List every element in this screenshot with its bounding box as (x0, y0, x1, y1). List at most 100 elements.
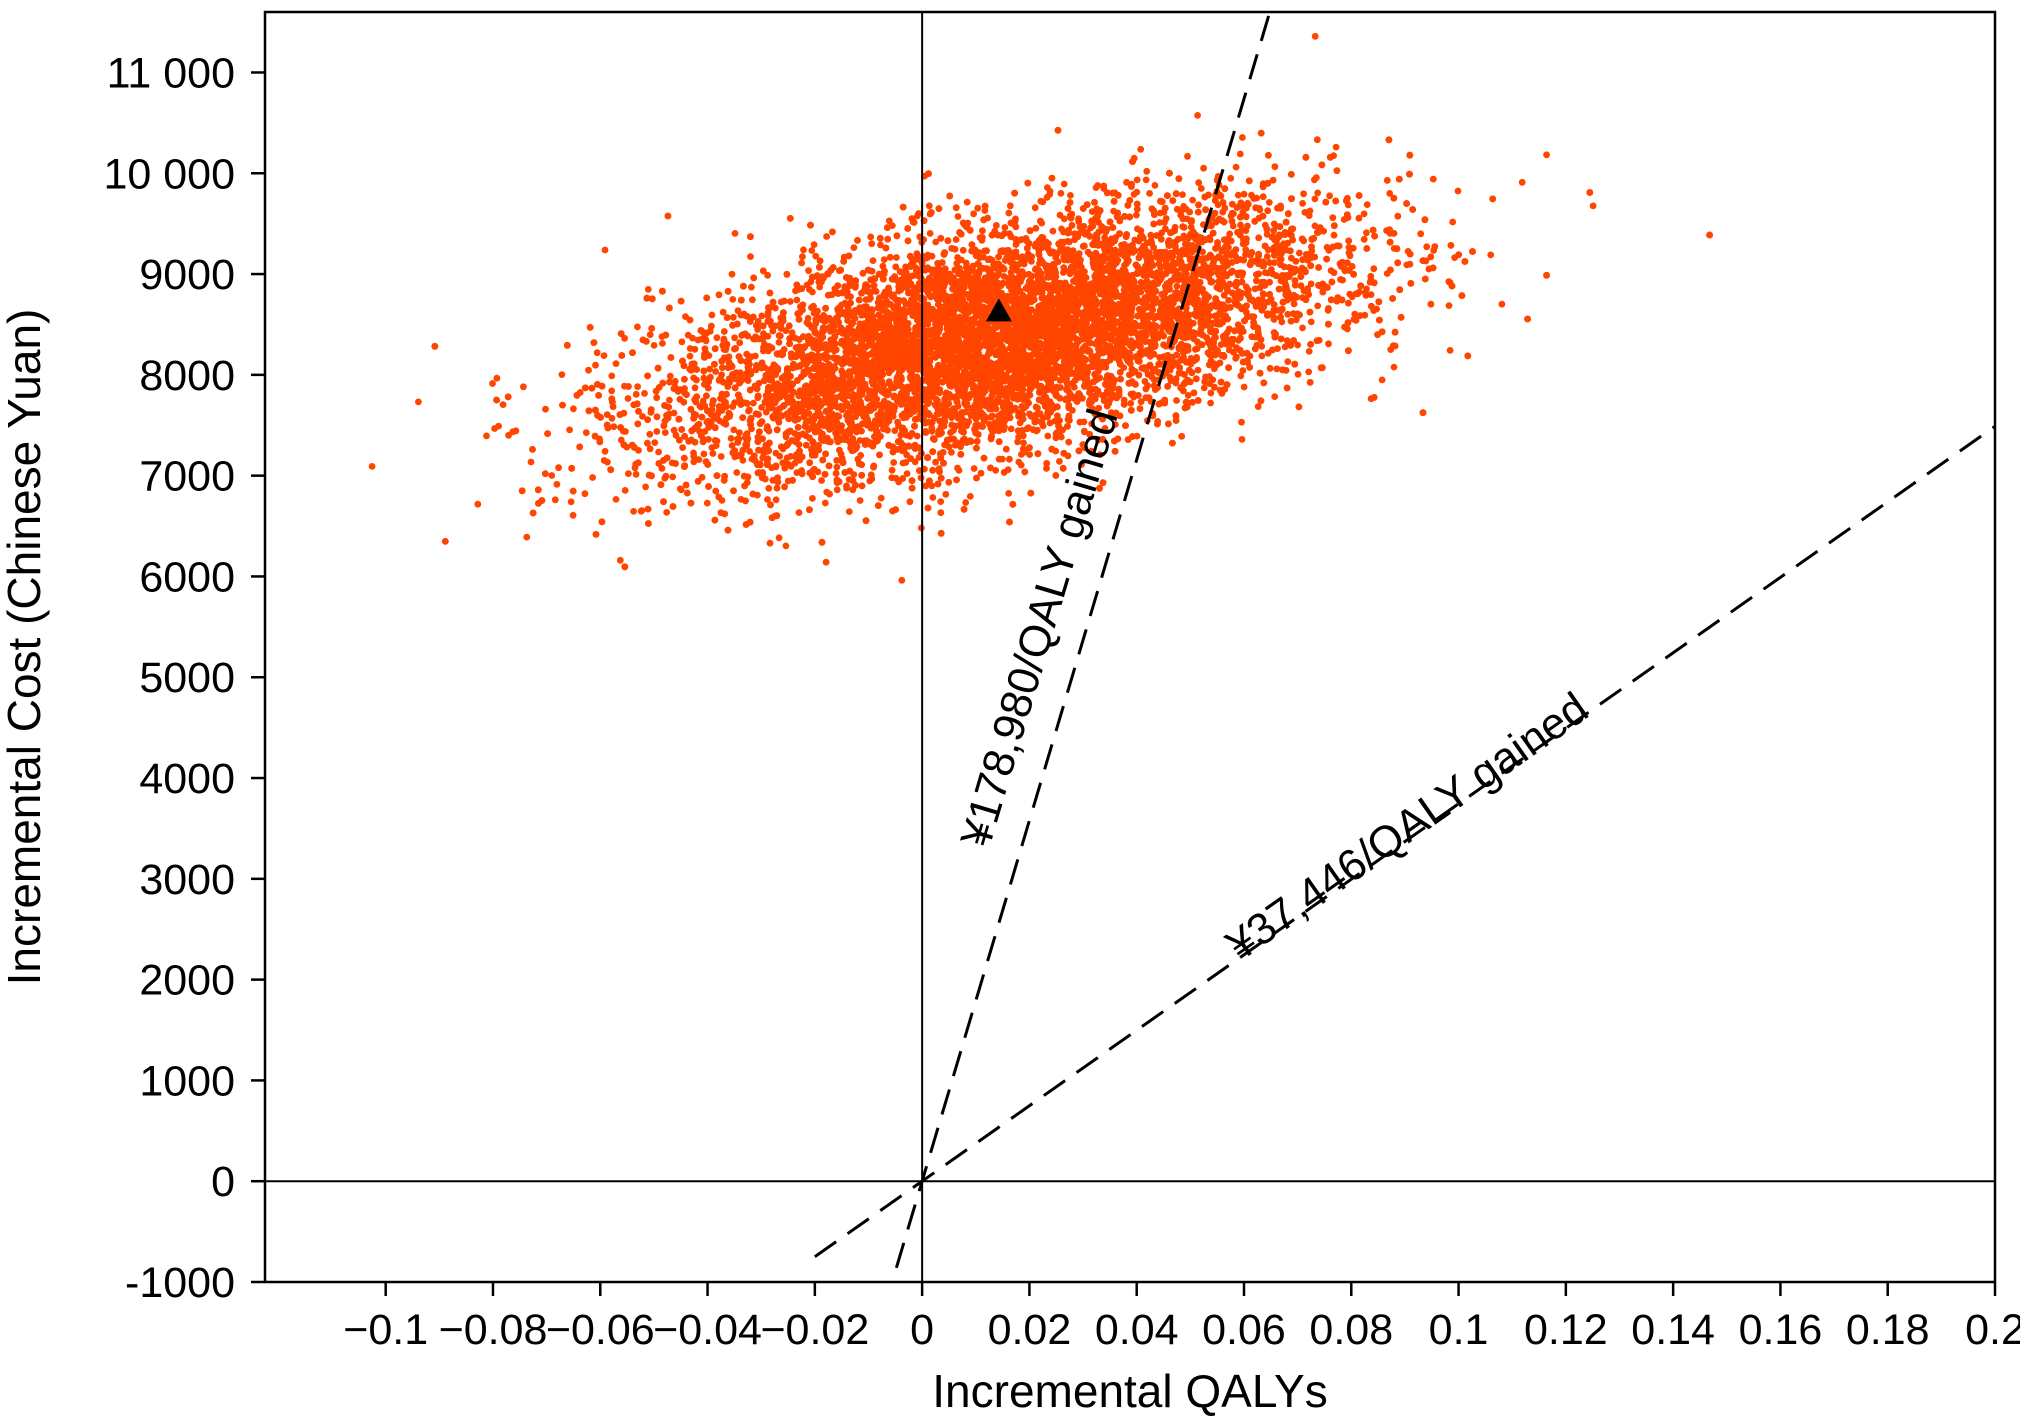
scatter-point (1390, 363, 1398, 371)
scatter-point (1518, 178, 1526, 186)
scatter-point (1142, 176, 1150, 184)
scatter-point (1351, 310, 1359, 318)
scatter-point (582, 429, 590, 436)
scatter-point (1151, 182, 1159, 189)
scatter-point (1217, 341, 1225, 348)
scatter-point (831, 285, 839, 293)
scatter-point (1006, 455, 1013, 463)
scatter-point (646, 331, 654, 338)
scatter-point (850, 244, 858, 252)
scatter-point (888, 466, 896, 474)
scatter-point (1184, 152, 1191, 160)
scatter-point (678, 338, 686, 346)
scatter-point (1043, 193, 1051, 201)
scatter-point (650, 342, 658, 349)
scatter-point (1240, 383, 1248, 391)
scatter-point (1006, 202, 1014, 210)
scatter-point (1067, 263, 1075, 271)
scatter-point (1194, 112, 1201, 119)
scatter-point (651, 439, 659, 446)
scatter-point (809, 495, 816, 502)
scatter-point (715, 291, 723, 299)
scatter-point (1137, 145, 1145, 153)
scatter-point (1270, 259, 1278, 266)
scatter-point (520, 383, 527, 391)
scatter-point (786, 298, 794, 305)
scatter-point (1446, 347, 1454, 354)
scatter-point (558, 371, 566, 378)
scatter-point (728, 270, 736, 278)
scatter-point (954, 213, 962, 220)
scatter-point (646, 430, 654, 438)
scatter-point (415, 398, 422, 406)
scatter-point (877, 241, 884, 249)
scatter-point (1178, 432, 1186, 440)
scatter-point (712, 487, 720, 495)
scatter-point (1228, 200, 1236, 208)
scatter-point (499, 401, 507, 408)
scatter-point (1142, 394, 1150, 402)
scatter-point (1363, 201, 1371, 209)
scatter-point (1271, 393, 1279, 400)
scatter-point (917, 474, 925, 482)
scatter-point (1112, 421, 1119, 428)
scatter-point (570, 405, 577, 413)
scatter-point (1360, 210, 1368, 218)
scatter-point (880, 256, 888, 263)
scatter-point (523, 533, 531, 541)
scatter-point (1173, 397, 1180, 404)
scatter-point (852, 413, 859, 421)
scatter-point (1255, 234, 1263, 242)
scatter-point (962, 499, 970, 506)
scatter-point (1116, 368, 1124, 376)
scatter-point (867, 233, 875, 241)
scatter-point (1589, 202, 1597, 210)
scatter-point (1333, 167, 1341, 175)
scatter-point (1292, 258, 1300, 265)
scatter-point (1487, 251, 1495, 259)
scatter-point (730, 313, 737, 321)
scatter-point (634, 323, 641, 331)
scatter-point (661, 429, 669, 436)
scatter-point (1281, 343, 1289, 351)
scatter-point (926, 230, 934, 237)
scatter-point (730, 426, 738, 434)
scatter-point (1056, 458, 1063, 465)
scatter-point (1427, 300, 1435, 308)
scatter-point (913, 432, 921, 440)
scatter-point (992, 467, 1000, 474)
scatter-point (1237, 372, 1245, 380)
scatter-point (569, 511, 577, 519)
scatter-point (644, 416, 651, 424)
scatter-point (621, 487, 629, 494)
scatter-point (731, 334, 738, 342)
scatter-point (913, 250, 921, 257)
scatter-point (676, 485, 684, 493)
scatter-point (659, 340, 666, 347)
scatter-point (925, 202, 933, 210)
scatter-point (947, 429, 954, 436)
scatter-point (959, 246, 967, 254)
scatter-point (1325, 340, 1332, 348)
scatter-point (718, 364, 726, 371)
scatter-point (806, 459, 814, 467)
scatter-point (663, 509, 671, 516)
scatter-point (859, 269, 867, 277)
scatter-point (1305, 348, 1313, 355)
scatter-point (612, 360, 620, 367)
scatter-point (681, 375, 688, 383)
scatter-point (1065, 238, 1073, 246)
scatter-point (1060, 264, 1068, 271)
scatter-point (1284, 310, 1292, 318)
scatter-point (886, 253, 894, 261)
scatter-point (555, 464, 562, 472)
scatter-point (1239, 367, 1247, 374)
scatter-point (1345, 299, 1352, 307)
scatter-point (1394, 212, 1402, 220)
scatter-point (608, 414, 616, 422)
scatter-point (589, 474, 596, 481)
scatter-point (368, 463, 376, 470)
scatter-point (1133, 205, 1141, 213)
scatter-point (782, 542, 790, 550)
scatter-point (1259, 193, 1267, 201)
